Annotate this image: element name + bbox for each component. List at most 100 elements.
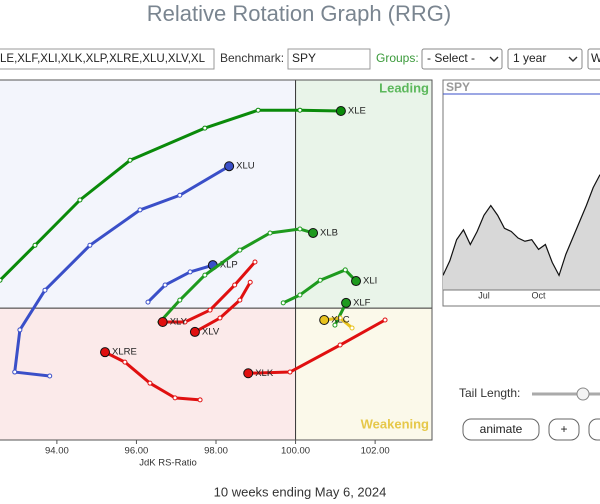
benchmark-input[interactable] [287,48,371,70]
button-row: animate+- [462,418,600,441]
tail-label: XLRE [112,347,137,358]
control-button-label: animate [480,422,523,436]
control-button[interactable] [548,418,580,441]
tail-line [13,164,231,378]
tail-point [145,299,151,305]
spy-tick-label: Oct [532,290,547,300]
period-text: 1 year [513,51,546,65]
tail-point [280,300,286,306]
tail-label: XLB [320,227,338,238]
symbols-text: LE,XLF,XLI,XLK,XLP,XLRE,XLU,XLV,XL [0,53,206,65]
tail-point [252,259,258,265]
tail-point [247,279,253,285]
tail-point [0,277,3,283]
control-button-label: + [560,422,567,436]
groups-text: - Select - [427,51,475,65]
tail-label: XLV [202,326,220,337]
tail-head [189,326,200,337]
tail-point [122,359,128,365]
rrg-plot: Leading Weakening 94.00 96.00 98.00 100.00 102… [0,79,433,469]
tail-point [232,282,238,288]
spy-panel: Jul Oct SPY [442,79,600,307]
tail-line [0,108,343,282]
tail-point [297,107,303,113]
groups-select[interactable] [421,48,503,70]
tail-point [287,369,293,375]
control-button[interactable] [588,418,600,441]
tail-head [157,316,168,327]
tail-line [193,280,252,334]
x-tick-label: 94.00 [45,446,69,457]
extra-select[interactable] [587,48,600,70]
spy-title: SPY [446,80,470,94]
tail-point [332,322,338,328]
tail-point [17,327,23,333]
tail-head [100,347,111,358]
tail-point [342,267,348,273]
tail-point [255,107,261,113]
benchmark-label: Benchmark: [220,51,284,65]
page-title: Relative Rotation Graph (RRG) [147,1,451,26]
tail-label: XLI [363,276,377,287]
spy-area [443,174,600,290]
tail-point [297,226,303,232]
slider-thumb[interactable] [576,387,590,401]
tail-label: XLK [255,368,274,379]
footer-text: 10 weeks ending May 6, 2024 [214,484,387,499]
tail-point [182,319,188,325]
tail-point [207,307,213,313]
control-button[interactable] [462,418,540,441]
x-tick-label: 102.00 [361,446,390,457]
tail-point [382,317,388,323]
tail-point [317,277,323,283]
tail-head [224,161,235,172]
x-tick-label: 98.00 [204,446,228,457]
symbols-input[interactable] [0,48,215,70]
tail-point [42,287,48,293]
tail-point [87,242,93,248]
tail-label: XLC [331,315,350,326]
tail-label: Tail Length: [459,386,520,400]
tail-point [267,230,273,236]
tail-label: XLP [220,260,238,271]
period-select[interactable] [507,48,583,70]
spy-tick-label: Jul [478,290,490,300]
tail-point [297,292,303,298]
tail-point [147,380,153,386]
tail-head [308,227,319,238]
tail-head [351,276,362,287]
tail-head [335,105,346,116]
tail-point [349,325,355,331]
groups-label: Groups: [376,51,419,65]
extra-text: W [591,51,600,65]
benchmark-text: SPY [292,51,316,65]
x-tick-label: 96.00 [125,446,149,457]
tail-point [202,272,208,278]
tail-point [47,373,53,379]
x-tick-label: 100.00 [281,446,310,457]
quadrants [0,80,432,440]
tail-point [217,315,223,321]
spy-series [443,174,600,290]
tail-head [319,315,330,325]
leading-quadrant [295,80,432,309]
tail-point [162,282,168,288]
improving-quadrant [0,80,296,309]
tail-point [237,297,243,303]
tail-point [337,342,343,348]
tail-point [237,247,243,253]
tail-point [172,395,178,401]
tail-head [341,297,352,308]
tail-point [77,197,83,203]
spy-line [443,174,600,277]
tail-label: XLY [170,317,188,328]
tail-point [127,157,133,163]
quadrant-label: Weakening [361,416,429,431]
tail-line [246,318,387,375]
tail-point [32,242,38,248]
tail-point [337,315,343,321]
dropdown-arrow [568,56,578,62]
